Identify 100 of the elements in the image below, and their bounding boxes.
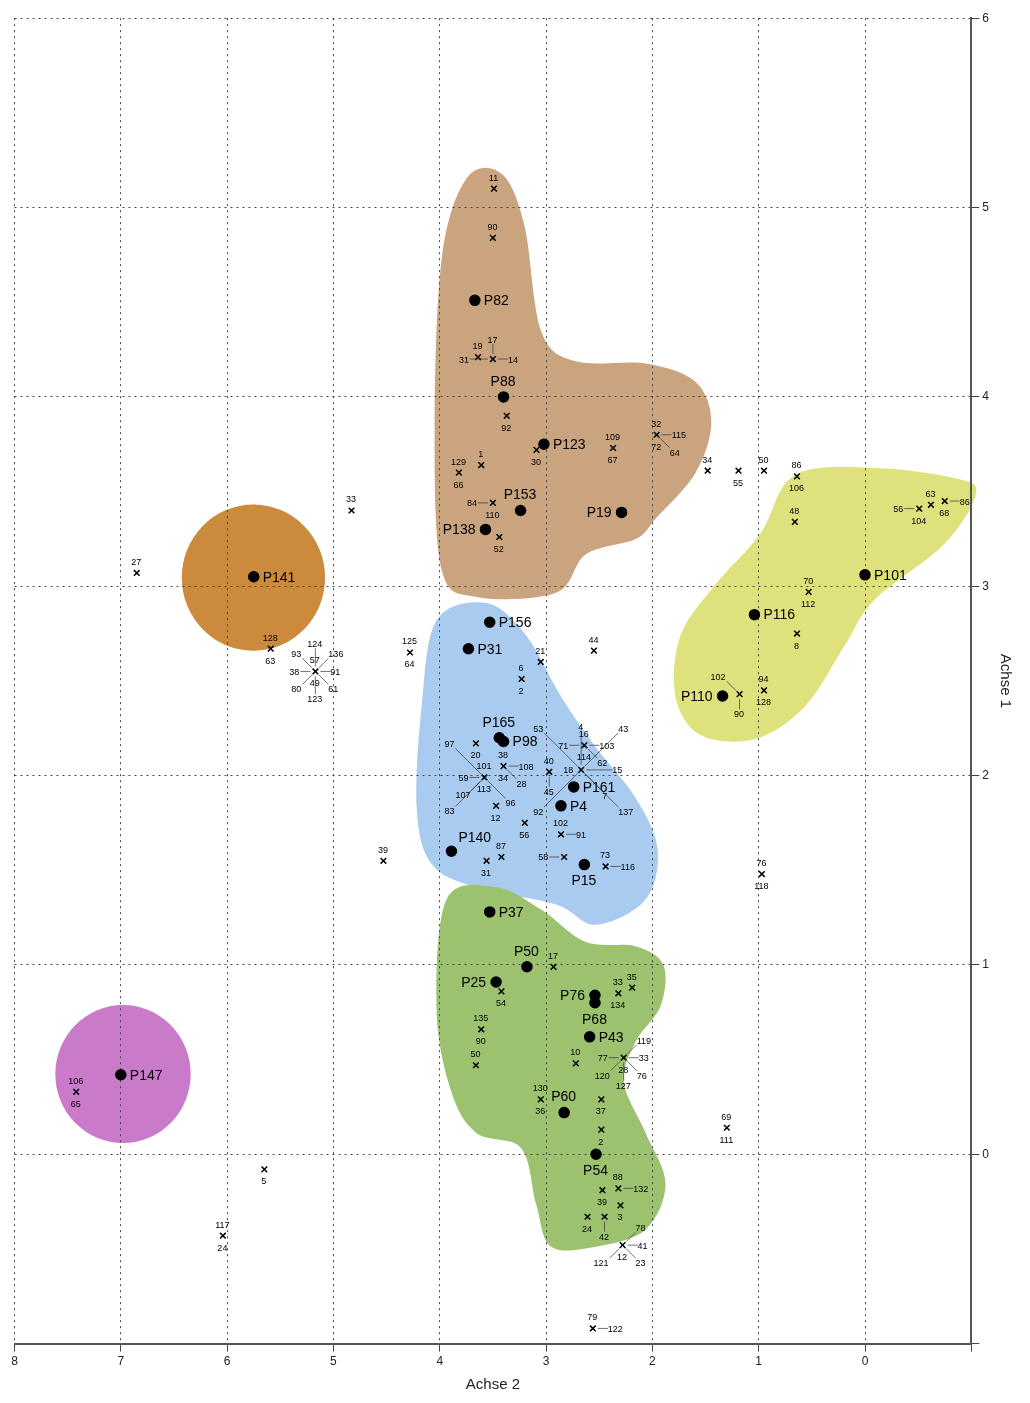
- annotation: 128: [756, 697, 772, 708]
- annotation: 88: [612, 1172, 623, 1183]
- annotation: 73: [600, 850, 611, 861]
- annotation: 37: [595, 1106, 606, 1117]
- data-label: P37: [498, 903, 524, 920]
- y-tick-label: 4: [982, 389, 990, 404]
- y-tick-label: 2: [982, 767, 990, 782]
- y-tick-label: 1: [982, 957, 990, 972]
- annotation: 112: [800, 598, 816, 609]
- data-label: P138: [442, 521, 476, 538]
- annotation: 118: [754, 881, 769, 892]
- data-label: P31: [477, 640, 503, 657]
- x-tick-label: 1: [755, 1354, 763, 1369]
- annotation: 31: [481, 867, 492, 878]
- annotation: 125: [401, 636, 418, 647]
- annotation: 19: [472, 341, 483, 352]
- data-label: P82: [483, 292, 509, 309]
- annotation: 129: [450, 456, 466, 467]
- annotation: 64: [404, 659, 415, 670]
- annotation: 103: [599, 740, 615, 751]
- annotation: 102: [710, 672, 726, 683]
- annotation: 54: [495, 998, 506, 1009]
- annotation: 110: [485, 509, 500, 520]
- annotation: 41: [637, 1240, 648, 1251]
- annotation: 30: [531, 456, 542, 467]
- annotation: 86: [959, 496, 970, 507]
- annotation: 78: [635, 1223, 646, 1234]
- annotation: 121: [593, 1258, 609, 1269]
- annotation: 56: [519, 829, 530, 840]
- annotation: 137: [618, 806, 634, 817]
- annotation: 84: [466, 498, 477, 509]
- y-tick-label: 6: [982, 10, 990, 25]
- x-axis-title: Achse 2: [465, 1375, 521, 1393]
- annotation: 70: [803, 575, 814, 586]
- annotation: 6: [518, 662, 524, 673]
- annotation: 93: [291, 649, 302, 660]
- annotation: 135: [473, 1013, 489, 1024]
- annotation: 104: [911, 515, 927, 526]
- annotation: 12: [617, 1252, 628, 1263]
- annotation: 35: [626, 971, 637, 982]
- annotation: 102: [552, 818, 568, 829]
- annotation: 15: [612, 765, 623, 776]
- annotation: 106: [788, 483, 804, 494]
- annotation: 92: [533, 806, 544, 817]
- annotation: 66: [453, 479, 464, 490]
- annotation: 5: [261, 1176, 267, 1187]
- data-label: P76: [560, 987, 586, 1004]
- annotation: 18: [563, 765, 574, 776]
- annotation: 33: [638, 1053, 649, 1064]
- data-label: P123: [552, 436, 586, 453]
- annotation: 116: [620, 861, 635, 872]
- annotation: 1: [478, 449, 484, 460]
- annotation: 65: [70, 1098, 81, 1109]
- annotation: 132: [633, 1183, 649, 1194]
- annotation: 50: [758, 454, 769, 465]
- data-label: P165: [482, 713, 516, 730]
- annotation: 83: [444, 806, 455, 817]
- annotation: 90: [475, 1036, 486, 1047]
- annotation: 108: [518, 761, 534, 772]
- data-label: P101: [874, 566, 907, 583]
- annotation: 77: [597, 1053, 608, 1064]
- data-label: P60: [551, 1088, 577, 1105]
- annotation: 48: [789, 505, 800, 516]
- annotation: 80: [291, 684, 302, 695]
- data-label: P153: [503, 486, 537, 503]
- annotation: 39: [596, 1197, 607, 1208]
- y-axis-title: Achse 1: [997, 653, 1015, 708]
- annotation: 39: [377, 844, 388, 855]
- annotation: 86: [791, 460, 802, 471]
- annotation: 128: [262, 632, 278, 643]
- annotation: 79: [587, 1312, 598, 1323]
- annotation: 45: [543, 786, 554, 797]
- annotation: 11: [488, 172, 499, 183]
- annotation: 64: [669, 447, 680, 458]
- annotation: 119: [636, 1035, 652, 1046]
- annotation: 87: [495, 840, 506, 851]
- data-label: P54: [583, 1162, 609, 1179]
- annotation: 2: [598, 1136, 604, 1147]
- annotation: 38: [289, 666, 300, 677]
- annotation: 68: [939, 508, 950, 519]
- annotation: 92: [501, 422, 512, 433]
- annotation: 56: [893, 504, 904, 515]
- annotation: 12: [490, 812, 501, 823]
- annotation: 24: [582, 1223, 593, 1234]
- annotation: 130: [532, 1083, 548, 1094]
- annotation: 123: [307, 694, 323, 705]
- annotation: 34: [702, 454, 713, 465]
- annotation: 31: [458, 354, 469, 365]
- annotation: 59: [458, 772, 469, 783]
- annotation: 97: [444, 739, 455, 750]
- annotation: 34: [498, 773, 509, 784]
- annotation: 69: [721, 1111, 732, 1122]
- annotation: 122: [607, 1323, 623, 1334]
- data-label: P98: [512, 733, 538, 750]
- data-label: P4: [569, 797, 588, 814]
- annotation: 136: [328, 649, 344, 660]
- x-tick-label: 8: [11, 1354, 19, 1369]
- data-label: P19: [586, 504, 612, 521]
- annotation: 61: [328, 684, 339, 695]
- annotation: 134: [610, 1000, 626, 1011]
